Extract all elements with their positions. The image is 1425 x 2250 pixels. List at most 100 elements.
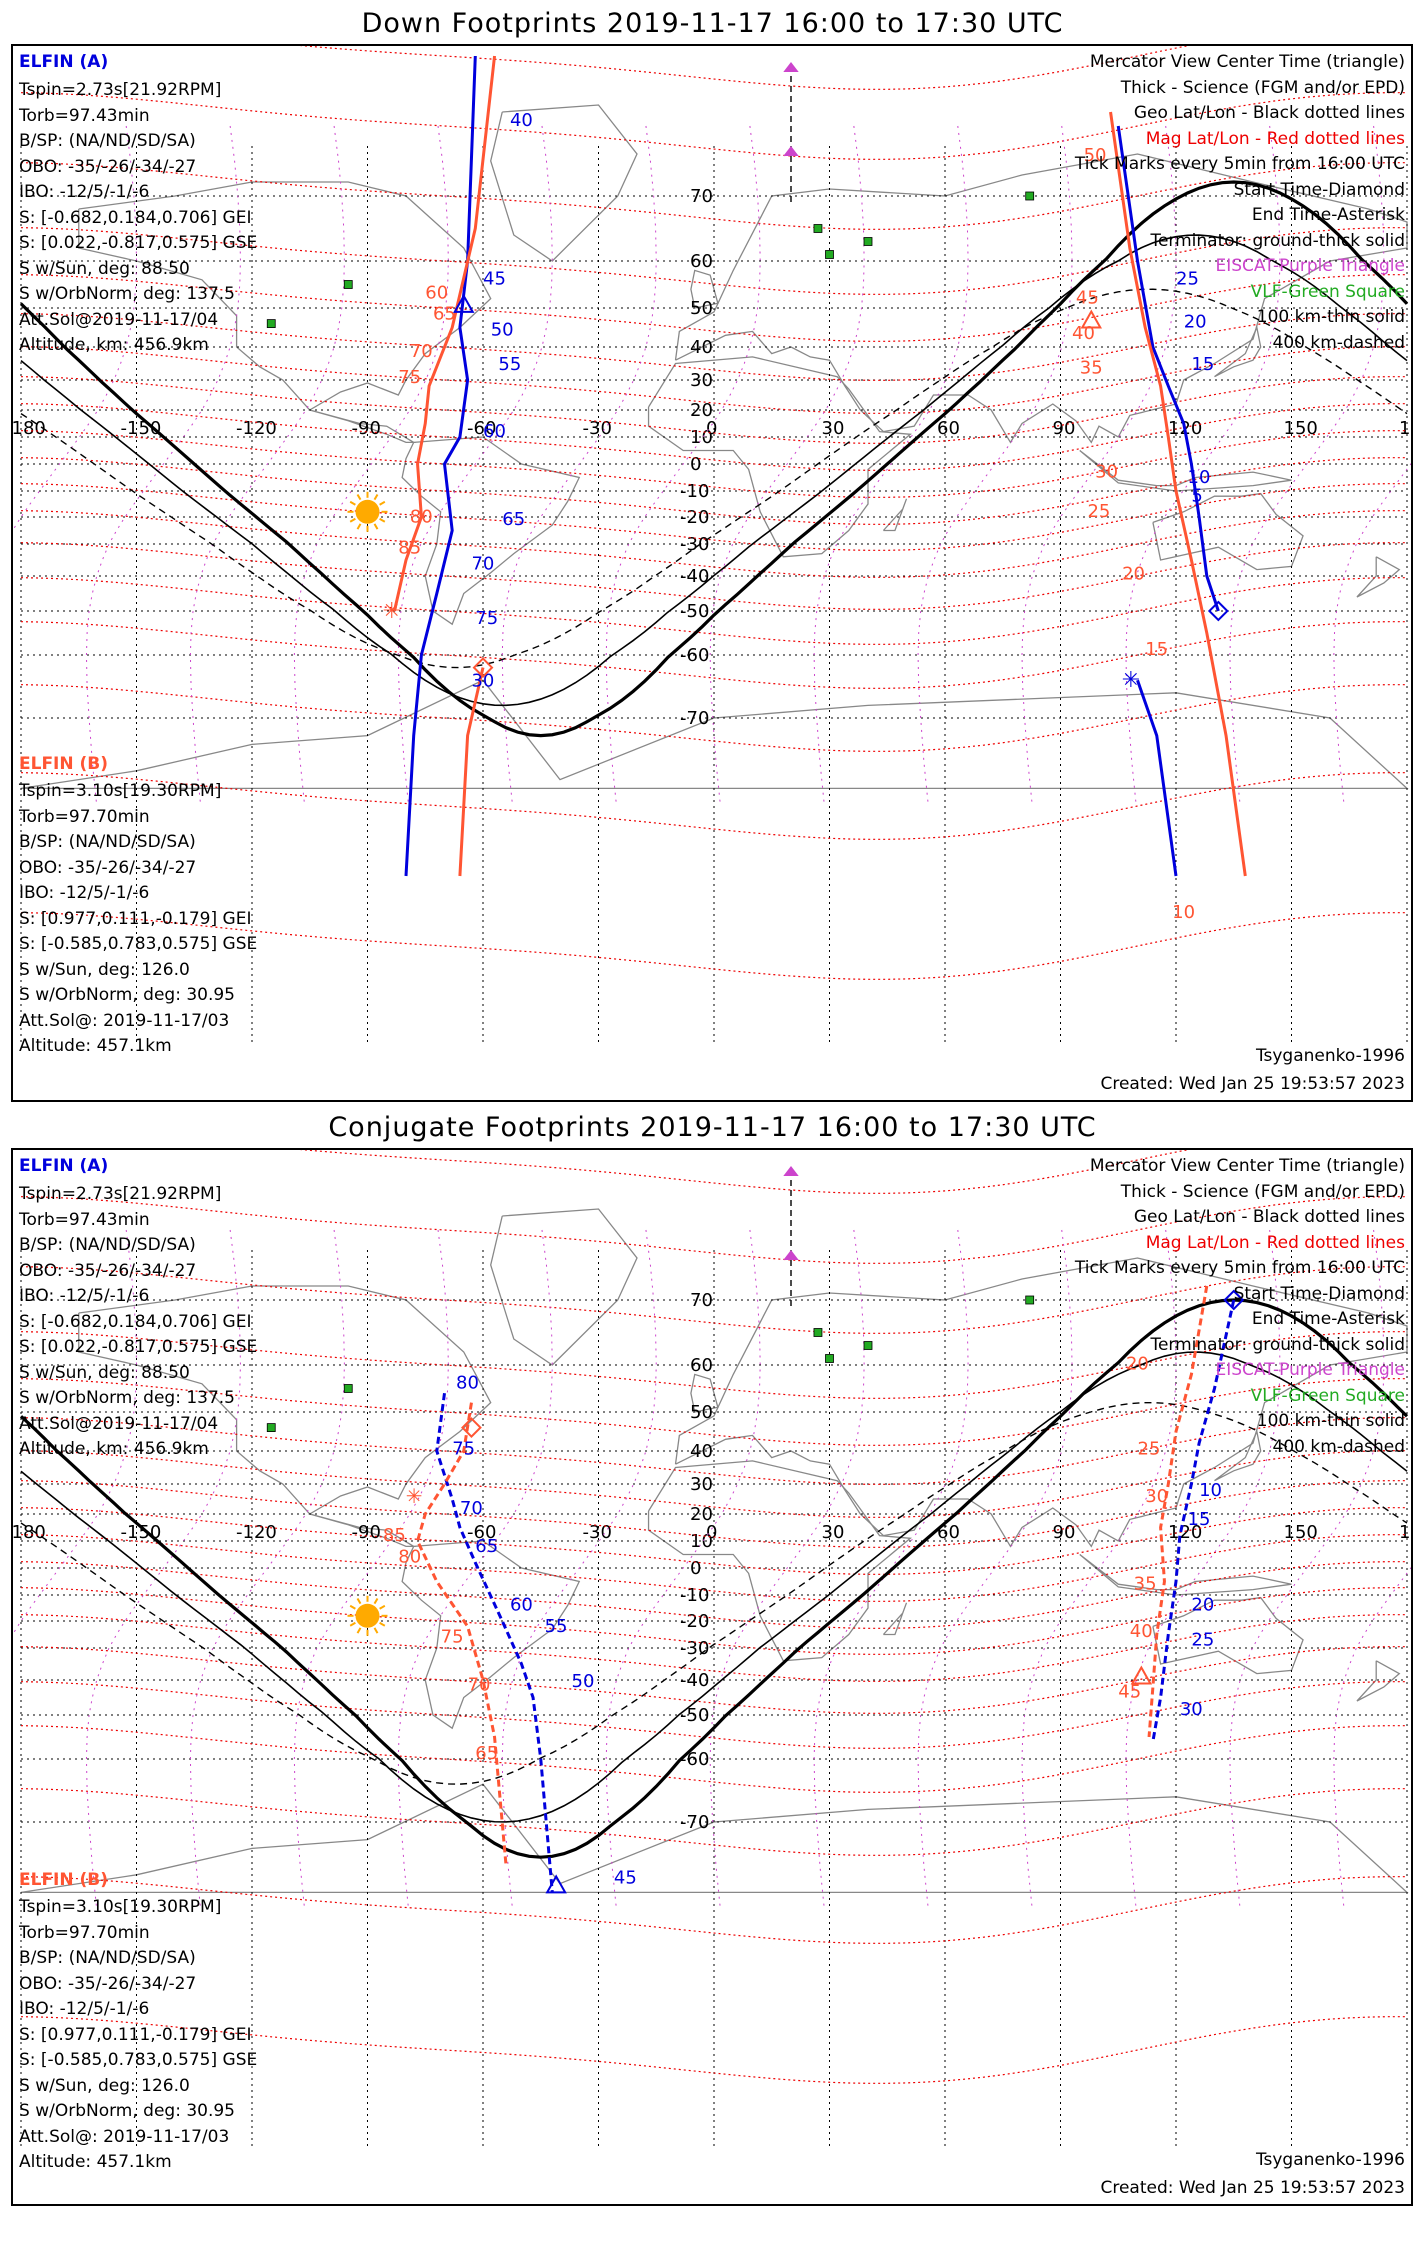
coastline [1079, 1553, 1292, 1596]
sun-ray [373, 1627, 379, 1634]
coastline [1214, 1429, 1262, 1482]
legend-item: Start Time-Diamond [1233, 1283, 1405, 1304]
elfin-a-info-line: S: [-0.682,0.184,0.706] GEI [19, 1311, 252, 1332]
elfin-a-tick-label: 60 [510, 1595, 533, 1616]
legend-item: Mag Lat/Lon - Red dotted lines [1145, 128, 1405, 149]
elfin-a-tick-label: 50 [491, 319, 514, 340]
elfin-b-info-line: Torb=97.70min [19, 806, 150, 827]
legend-item: 400 km-dashed [1272, 1436, 1405, 1457]
sun-ray [373, 523, 379, 530]
vlf-square [825, 1354, 834, 1363]
elfin-a-tick-label: 50 [572, 1671, 595, 1692]
legend-item: 100 km-thin solid [1256, 307, 1405, 327]
elfin-b-info-line: Altitude: 457.1km [19, 2152, 172, 2172]
lon-label: -30 [583, 1522, 612, 1543]
mag-parallel [20, 403, 1408, 471]
lat-label: -10 [680, 481, 709, 502]
mag-meridian [189, 125, 345, 807]
lon-label: 60 [937, 418, 960, 439]
elfin-a-info-line: Att.Sol@2019-11-17/04 [19, 309, 219, 330]
legend-item: 100 km-thin solid [1256, 1411, 1405, 1431]
created-label: Created: Wed Jan 25 19:53:57 2023 [1100, 1074, 1405, 1094]
elfin-b-info-line: S: [0.977,0.111,-0.179] GEI [19, 908, 252, 929]
mag-meridian [1229, 125, 1385, 807]
lat-label: -60 [680, 645, 709, 666]
elfin-a-tick-label: 40 [510, 110, 533, 131]
coastline [882, 1602, 908, 1636]
mag-parallel [20, 2016, 1408, 2084]
elfin-b-info-line: IBO: -12/5/-1/-6 [19, 1999, 150, 2019]
sun-ray [373, 493, 379, 501]
sun-ray [356, 1627, 362, 1634]
elfin-a-info-line: S: [0.022,-0.817,0.575] GSE [19, 1337, 258, 1357]
elfin-b-tick-label: 35 [1134, 1574, 1157, 1595]
elfin-b-tick-label: 45 [1076, 287, 1099, 308]
coastline [1079, 449, 1292, 492]
mag-meridian [605, 125, 761, 807]
mag-meridian [1125, 125, 1281, 807]
elfin-b-tick-label: 85 [398, 538, 421, 559]
elfin-a-info-line: S w/Sun, deg: 88.50 [19, 1362, 190, 1383]
lon-label: 90 [1053, 1522, 1076, 1543]
lon-label: -30 [583, 418, 612, 439]
elfin-b-track [1109, 111, 1247, 877]
vlf-square [825, 250, 834, 259]
map-panel-conjugate: -180-150-120-90-60-300306090120150180706… [11, 1148, 1413, 2206]
elfin-a-tick-label: 30 [1180, 1699, 1203, 1720]
mag-meridian [1021, 125, 1177, 807]
view-center-triangle [1080, 309, 1103, 329]
legend-item: Mercator View Center Time (triangle) [1089, 52, 1405, 72]
mag-parallel [20, 912, 1408, 980]
lat-label: 50 [690, 298, 713, 319]
eiscat-triangle [783, 1250, 799, 1260]
panel-title-conjugate: Conjugate Footprints 2019-11-17 16:00 to… [328, 1112, 1097, 1143]
mag-parallel [20, 1266, 1408, 1334]
mag-parallel [20, 1417, 1408, 1485]
mag-meridian [917, 1229, 1073, 1911]
lat-label: 60 [690, 251, 713, 272]
lon-label: -150 [121, 418, 162, 439]
elfin-a-tick-label: 75 [475, 608, 498, 629]
terminator-ground [19, 180, 1409, 738]
lon-label: 30 [822, 1522, 845, 1543]
mag-parallel [20, 1378, 1408, 1446]
sun-disc [355, 499, 380, 524]
legend-item: Terminator: ground-thick solid [1150, 1334, 1405, 1355]
elfin-a-info-line: Torb=97.43min [19, 1209, 150, 1230]
view-center-triangle [453, 293, 475, 313]
elfin-a-track [1136, 679, 1178, 877]
elfin-b-name: ELFIN (B) [19, 1870, 109, 1890]
mag-parallel [20, 1196, 1408, 1264]
elfin-b-tick-label: 85 [383, 1525, 406, 1546]
sun-ray [379, 1621, 386, 1627]
elfin-a-tick-label: 20 [1184, 312, 1207, 333]
elfin-a-tick-label: 10 [1188, 467, 1211, 488]
vlf-square [343, 280, 353, 289]
coastline [78, 1285, 492, 1548]
elfin-b-info-line: Tspin=3.10s[19.30RPM] [19, 781, 222, 801]
mag-parallel [20, 1507, 1408, 1575]
legend-item: Tick Marks every 5min from 16:00 UTC [1074, 1258, 1405, 1278]
elfin-b-tick-label: 25 [1087, 501, 1110, 522]
mag-meridian [397, 1229, 553, 1911]
mag-meridian [501, 1229, 657, 1911]
lon-label: 150 [1284, 1522, 1318, 1543]
eiscat-triangle [783, 1166, 799, 1176]
sun-ray [379, 500, 386, 506]
mag-parallel [20, 1480, 1408, 1548]
elfin-a-info-line: OBO: -35/-26/-34/-27 [19, 156, 197, 177]
mag-parallel [20, 1725, 1408, 1793]
lon-label: 90 [1053, 418, 1076, 439]
sun-ray [349, 1604, 356, 1610]
mag-meridian [189, 1229, 345, 1911]
elfin-b-tick-label: 65 [433, 304, 456, 325]
mag-meridian [13, 1229, 138, 1635]
elfin-b-info-line: S: [-0.585,0.783,0.575] GSE [19, 2050, 258, 2070]
coastline [1356, 1660, 1401, 1702]
elfin-b-tick-label: 20 [1126, 1354, 1149, 1375]
vlf-square [266, 1423, 276, 1433]
legend-item: Tick Marks every 5min from 16:00 UTC [1074, 154, 1405, 174]
lon-label: 0 [706, 418, 717, 439]
elfin-b-tick-label: 80 [410, 506, 433, 527]
sun-ray [379, 1604, 386, 1610]
